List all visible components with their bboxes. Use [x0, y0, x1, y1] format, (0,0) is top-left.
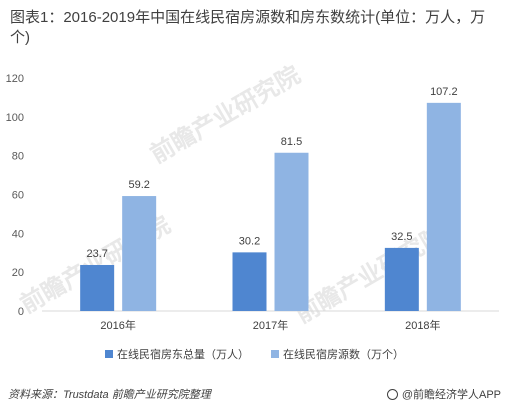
brand-text: @前瞻经济学人APP: [401, 389, 501, 401]
y-tick-label: 40: [12, 228, 24, 240]
chart-title: 图表1：2016-2019年中国在线民宿房源数和房东数统计(单位：万人，万个): [10, 9, 486, 46]
bar: [80, 264, 115, 311]
data-label: 23.7: [86, 248, 107, 260]
data-label: 59.2: [128, 179, 149, 191]
data-label: 30.2: [239, 235, 260, 247]
y-tick-label: 20: [12, 267, 24, 279]
brand-logo-icon: [386, 388, 398, 400]
legend-item-host-total: 在线民宿房东总量（万人）: [105, 346, 249, 362]
legend-item-listings: 在线民宿房源数（万个）: [271, 346, 404, 362]
y-tick-label: 60: [12, 190, 24, 202]
y-tick-label: 120: [6, 73, 24, 85]
y-tick-label: 80: [12, 151, 24, 163]
bar: [122, 196, 157, 311]
bar: [426, 102, 461, 311]
legend-label: 在线民宿房东总量（万人）: [117, 349, 249, 361]
data-label: 81.5: [281, 136, 302, 148]
bar: [232, 252, 267, 311]
y-tick-label: 100: [6, 112, 24, 124]
legend-swatch: [271, 350, 279, 358]
source-note: 资料来源：Trustdata 前瞻产业研究院整理: [8, 389, 211, 401]
bar: [384, 247, 419, 311]
data-label: 107.2: [430, 86, 458, 98]
y-tick-label: 0: [18, 306, 24, 318]
legend-label: 在线民宿房源数（万个）: [283, 349, 404, 361]
x-tick-label: 2016年: [100, 318, 135, 332]
bar: [274, 152, 309, 311]
x-tick-label: 2018年: [405, 318, 440, 332]
data-label: 32.5: [391, 231, 412, 243]
brand-credit: @前瞻经济学人APP: [386, 386, 501, 402]
legend-swatch: [105, 350, 113, 358]
x-tick-label: 2017年: [253, 318, 288, 332]
legend: 在线民宿房东总量（万人） 在线民宿房源数（万个）: [0, 346, 509, 362]
